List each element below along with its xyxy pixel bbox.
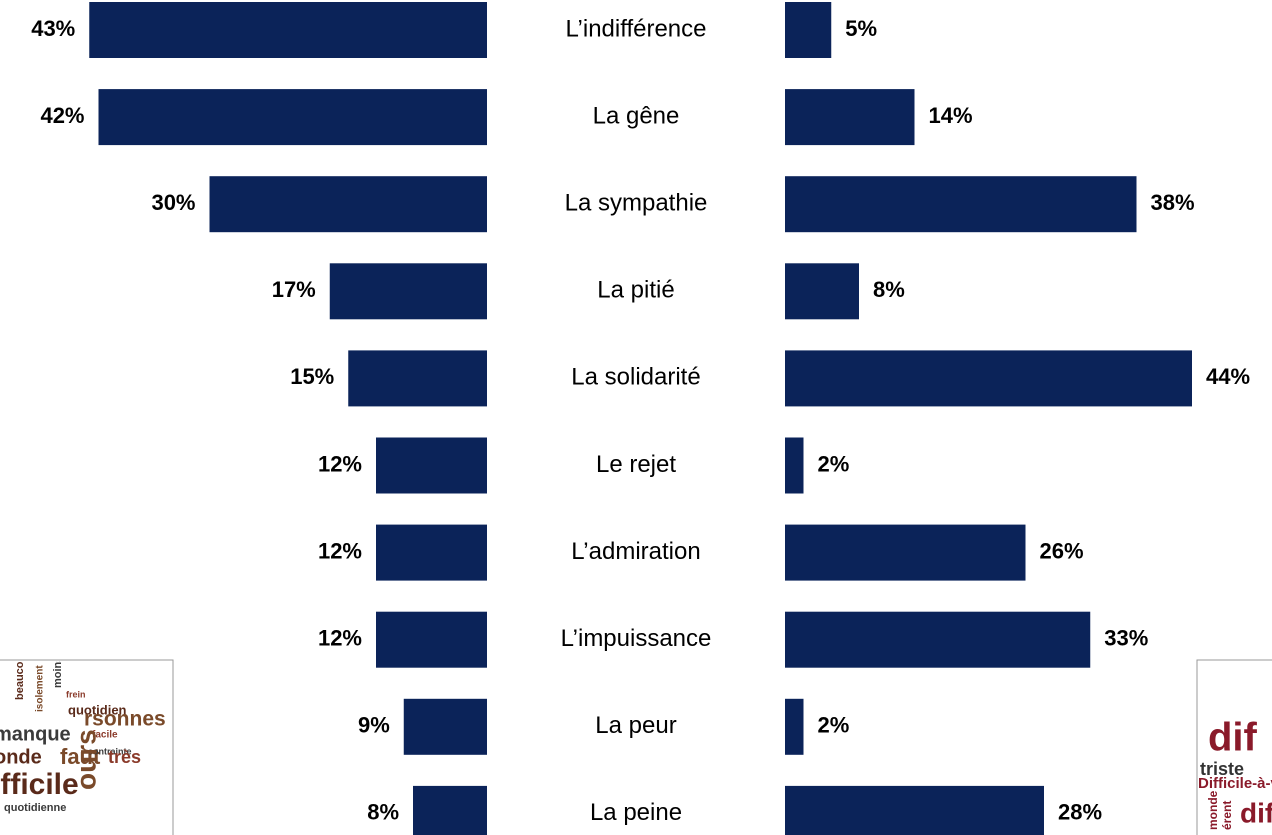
- word-cloud-word: contrainte: [88, 746, 132, 756]
- word-cloud-word: isolement: [35, 665, 46, 712]
- category-label: La solidarité: [571, 364, 700, 391]
- value-label: 15%: [290, 364, 334, 389]
- bar: [785, 611, 1091, 668]
- value-label: 8%: [367, 800, 399, 825]
- word-cloud-word: onde: [0, 746, 42, 768]
- bar: [785, 698, 804, 755]
- word-cloud-frame: [0, 659, 174, 835]
- word-cloud-word: moins: [52, 656, 64, 688]
- bar: [403, 698, 487, 755]
- value-label: 14%: [929, 103, 973, 128]
- category-label: La peine: [590, 799, 682, 826]
- value-label: 2%: [818, 451, 850, 476]
- word-cloud-word: triste: [1200, 759, 1244, 779]
- category-label: Le rejet: [596, 451, 676, 478]
- word-cloud-word: facile: [92, 730, 118, 741]
- bar: [329, 263, 487, 320]
- word-cloud-word: quotidien: [68, 702, 127, 717]
- word-cloud-word: très: [108, 747, 141, 767]
- value-label: 33%: [1104, 626, 1148, 651]
- value-label: 42%: [40, 103, 84, 128]
- bar: [376, 611, 487, 668]
- category-label: La gêne: [593, 102, 680, 129]
- value-label: 26%: [1040, 538, 1084, 563]
- bar: [785, 2, 832, 58]
- value-label: 44%: [1206, 364, 1250, 389]
- bar: [785, 437, 804, 494]
- bar: [376, 437, 487, 494]
- bar: [89, 2, 487, 58]
- value-label: 12%: [318, 538, 362, 563]
- value-label: 38%: [1151, 190, 1195, 215]
- bar: [348, 350, 487, 407]
- bar: [785, 89, 915, 146]
- bar: [98, 89, 487, 146]
- word-cloud-frame: [1196, 659, 1272, 835]
- value-label: 28%: [1058, 800, 1102, 825]
- value-label: 2%: [818, 713, 850, 738]
- category-label: L’admiration: [571, 538, 700, 565]
- value-label: 17%: [272, 277, 316, 302]
- category-label: La pitié: [597, 277, 674, 304]
- value-label: 8%: [873, 277, 905, 302]
- word-cloud-word: ifficile: [0, 768, 79, 801]
- value-label: 43%: [31, 16, 75, 41]
- bar: [785, 176, 1137, 233]
- value-label: 9%: [358, 713, 390, 738]
- word-cloud-word: quotidienne: [4, 802, 66, 814]
- bar: [413, 785, 487, 835]
- bar: [376, 524, 487, 581]
- word-cloud-word: manque: [0, 723, 71, 745]
- category-label: L’indifférence: [566, 15, 707, 42]
- bar: [785, 263, 859, 320]
- bar: [785, 350, 1192, 407]
- value-label: 30%: [151, 190, 195, 215]
- category-label: L’impuissance: [561, 625, 712, 652]
- word-cloud-word: dif: [1208, 716, 1258, 760]
- value-label: 12%: [318, 626, 362, 651]
- bar: [785, 785, 1044, 835]
- word-cloud-word: rsonnes: [84, 708, 166, 731]
- category-label: La sympathie: [565, 190, 708, 217]
- word-cloud-word: Difficile-à-v: [1198, 775, 1272, 792]
- bar: [785, 524, 1026, 581]
- word-cloud-word: ours: [70, 729, 101, 790]
- value-label: 5%: [845, 16, 877, 41]
- word-cloud-word: dif: [1240, 797, 1272, 828]
- word-cloud-word: érent: [1220, 801, 1234, 830]
- bar: [209, 176, 487, 233]
- category-label: La peur: [595, 712, 676, 739]
- value-label: 12%: [318, 451, 362, 476]
- word-cloud-word: frein: [66, 689, 86, 699]
- word-cloud-word: faut: [60, 744, 101, 769]
- word-cloud-word: beaucoup: [14, 648, 26, 700]
- word-cloud-word: monde: [1206, 790, 1220, 830]
